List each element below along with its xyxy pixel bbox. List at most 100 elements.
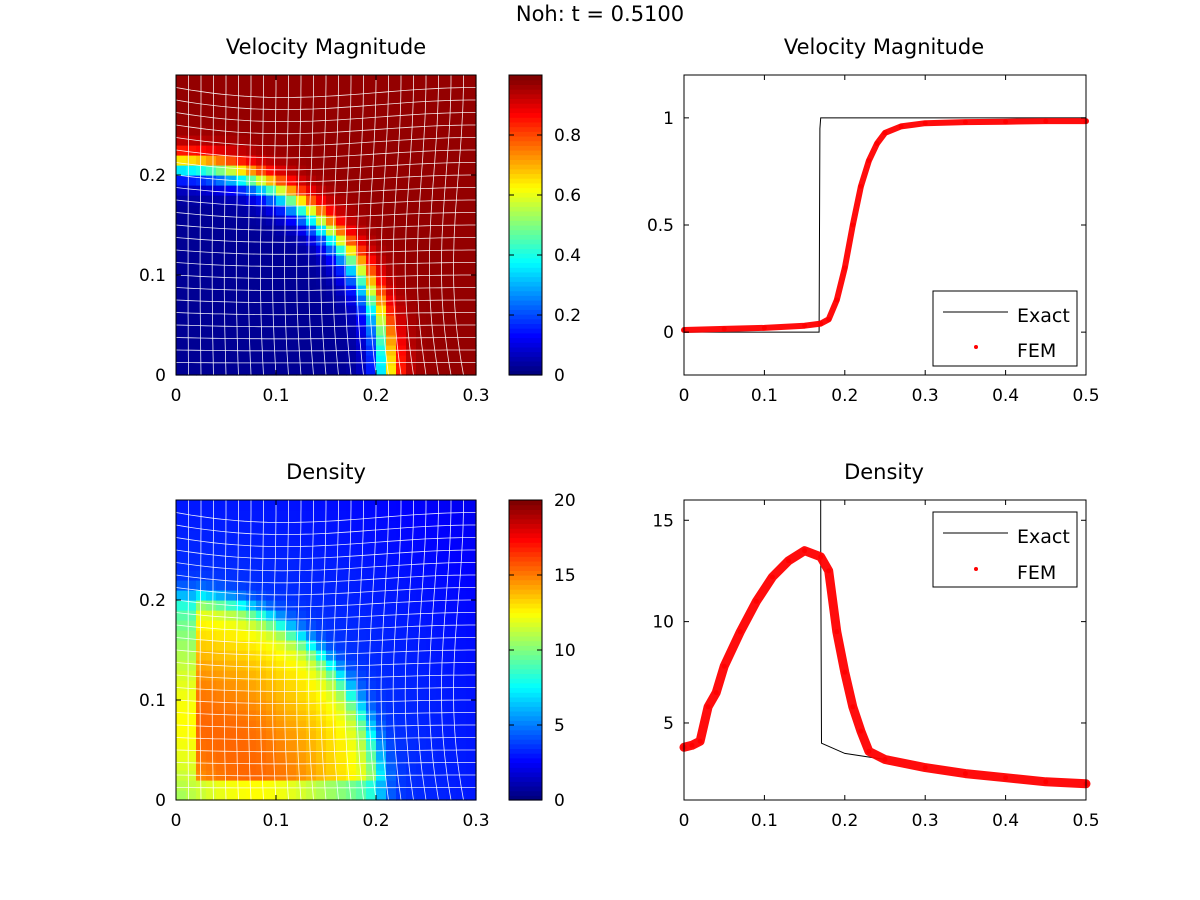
mesh-line	[175, 737, 476, 741]
field-cell	[426, 225, 437, 236]
mesh-line	[199, 500, 202, 801]
field-cell	[356, 620, 367, 631]
fem-point	[1003, 775, 1009, 781]
field-cell	[466, 285, 477, 296]
colorbar-segment	[509, 346, 542, 353]
colorbar-segment	[509, 673, 542, 679]
field-cell	[316, 740, 327, 751]
field-cell	[216, 530, 227, 541]
field-cell	[316, 770, 327, 781]
field-cell	[466, 510, 477, 521]
velocity-heatmap-xtick-label: 0	[171, 386, 182, 406]
field-cell	[286, 125, 297, 136]
field-cell	[386, 590, 397, 601]
field-cell	[466, 610, 477, 621]
field-cell	[246, 780, 257, 791]
density-line-xtick-label: 0.1	[751, 811, 778, 831]
field-cell	[456, 660, 467, 671]
colorbar-segment	[509, 145, 542, 151]
field-cell	[466, 580, 477, 591]
colorbar-segment	[509, 248, 542, 254]
field-cell	[286, 175, 297, 186]
colorbar-segment	[509, 154, 542, 160]
field-cell	[296, 560, 307, 571]
mesh-line	[175, 587, 476, 596]
colorbar-segment	[509, 267, 542, 273]
field-cell	[236, 740, 247, 751]
field-cell	[326, 265, 337, 276]
field-cell	[186, 175, 197, 186]
field-cell	[266, 540, 277, 551]
field-cell	[386, 245, 397, 256]
colorbar-segment	[509, 168, 542, 175]
colorbar-segment	[509, 781, 542, 787]
field-cell	[326, 790, 337, 801]
field-cell	[306, 185, 317, 196]
field-cell	[266, 520, 277, 531]
field-cell	[446, 155, 457, 166]
field-cell	[276, 355, 287, 366]
colorbar-segment	[509, 500, 542, 506]
field-cell	[386, 780, 397, 791]
field-cell	[416, 710, 427, 721]
field-cell	[176, 305, 187, 316]
field-cell	[466, 215, 477, 226]
field-cell	[246, 590, 257, 601]
field-cell	[326, 215, 337, 226]
mesh-line	[308, 75, 314, 376]
field-cell	[206, 780, 217, 791]
field-cell	[176, 275, 187, 286]
field-cell	[236, 500, 247, 511]
field-cell	[216, 710, 227, 721]
field-cell	[206, 790, 217, 801]
mesh-line	[429, 75, 439, 376]
field-cell	[236, 155, 247, 166]
field-cell	[336, 155, 347, 166]
field-cell	[426, 365, 437, 376]
field-cell	[436, 365, 447, 376]
field-cell	[406, 690, 417, 701]
field-cell	[206, 680, 217, 691]
field-cell	[296, 145, 307, 156]
field-cell	[316, 690, 327, 701]
field-cell	[406, 75, 417, 86]
mesh-line	[368, 75, 377, 376]
field-cell	[306, 660, 317, 671]
field-cell	[296, 135, 307, 146]
field-cell	[326, 560, 337, 571]
field-cell	[366, 630, 377, 641]
field-cell	[336, 125, 347, 136]
field-cell	[256, 265, 267, 276]
field-cell	[466, 125, 477, 136]
density-heatmap-xtick-label: 0.2	[362, 811, 389, 831]
field-cell	[206, 530, 217, 541]
field-cell	[176, 255, 187, 266]
field-cell	[456, 175, 467, 186]
field-cell	[396, 115, 407, 126]
field-cell	[396, 520, 407, 531]
colorbar-segment	[509, 107, 542, 114]
field-cell	[366, 155, 377, 166]
field-cell	[406, 630, 417, 641]
field-cell	[426, 285, 437, 296]
field-cell	[286, 590, 297, 601]
mesh-line	[175, 162, 476, 171]
field-cell	[376, 215, 387, 226]
field-cell	[256, 245, 267, 256]
field-cell	[366, 355, 377, 366]
field-cell	[246, 295, 257, 306]
field-cell	[386, 720, 397, 731]
field-cell	[446, 275, 457, 286]
field-cell	[266, 265, 277, 276]
mesh-line	[175, 599, 476, 608]
field-cell	[416, 325, 427, 336]
colorbar-segment	[509, 314, 542, 320]
field-cell	[466, 235, 477, 246]
field-cell	[306, 570, 317, 581]
field-cell	[266, 355, 277, 366]
field-cell	[286, 670, 297, 681]
field-cell	[286, 600, 297, 611]
field-cell	[306, 315, 317, 326]
field-cell	[186, 145, 197, 156]
field-cell	[226, 325, 237, 336]
